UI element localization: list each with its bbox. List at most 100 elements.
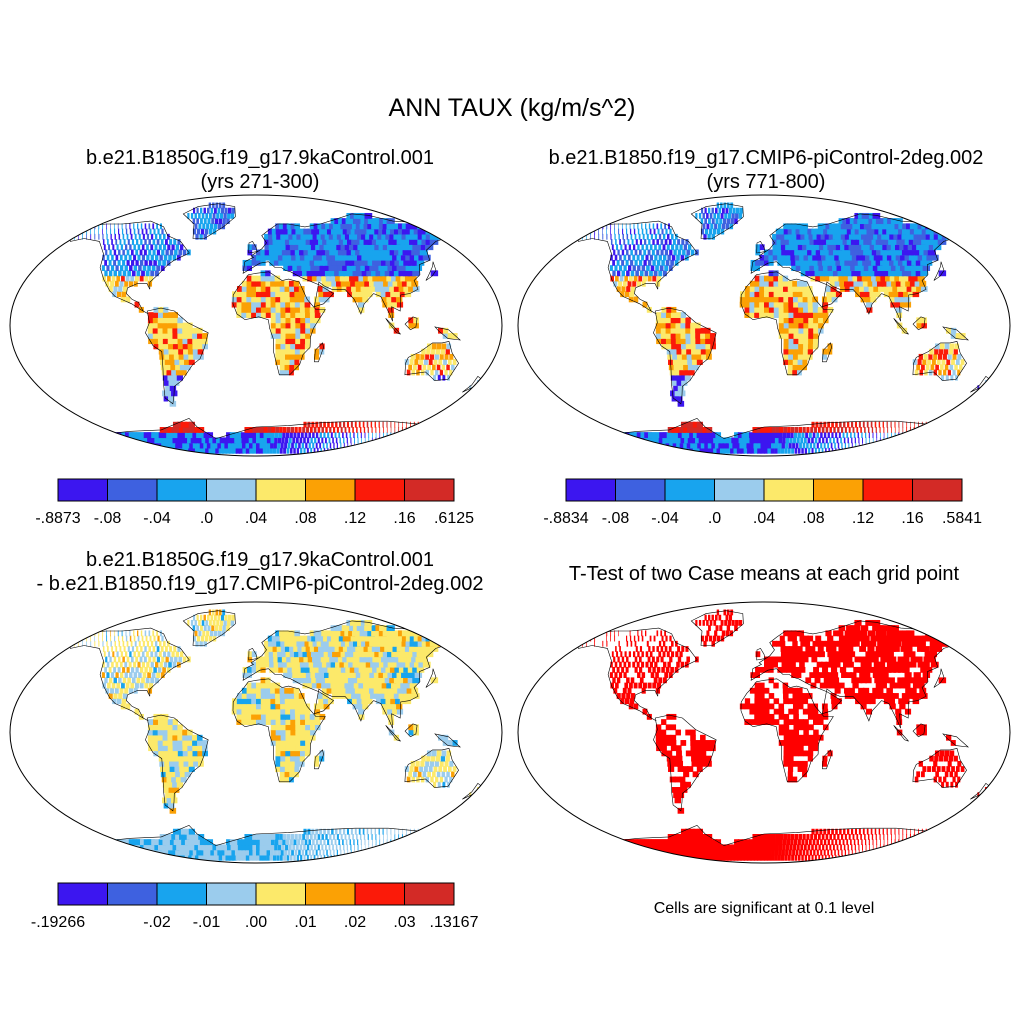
grid-cell	[218, 854, 224, 861]
grid-cell	[675, 427, 683, 433]
grid-cell	[865, 432, 867, 439]
grid-cell	[314, 755, 320, 762]
grid-cell	[752, 432, 758, 439]
grid-cell	[293, 239, 299, 245]
grid-cell	[680, 343, 687, 350]
grid-cell	[383, 432, 384, 439]
grid-cell	[821, 254, 828, 261]
grid-cell	[305, 338, 311, 345]
grid-cell	[702, 427, 709, 433]
grid-cell	[823, 244, 830, 251]
grid-cell	[852, 233, 860, 240]
grid-cell	[360, 447, 362, 454]
grid-cell	[330, 839, 333, 846]
grid-cell	[285, 745, 291, 752]
colorbar-tick-label: -.08	[94, 510, 122, 526]
grid-cell	[295, 740, 301, 746]
grid-cell	[372, 249, 380, 256]
grid-cell	[133, 630, 135, 637]
grid-cell	[323, 698, 330, 705]
grid-cell	[241, 312, 247, 318]
grid-cell	[860, 218, 869, 225]
figure-title: ANN TAUX (kg/m/s^2)	[388, 94, 636, 122]
grid-cell	[367, 834, 369, 840]
grid-cell	[796, 280, 803, 287]
grid-cell	[366, 677, 373, 684]
grid-cell	[241, 306, 247, 313]
grid-cell	[867, 427, 870, 433]
grid-cell	[414, 844, 417, 851]
grid-cell	[418, 661, 427, 668]
grid-cell	[418, 254, 427, 261]
grid-cell	[875, 259, 883, 266]
grid-cell	[251, 703, 257, 710]
grid-cell	[241, 698, 247, 705]
grid-cell	[122, 270, 127, 277]
grid-cell	[380, 698, 387, 705]
grid-cell	[295, 750, 301, 757]
grid-cell	[914, 249, 923, 256]
grid-cell	[275, 630, 281, 637]
grid-cell	[101, 849, 111, 856]
grid-cell	[902, 259, 910, 266]
grid-cell	[163, 343, 170, 350]
grid-cell	[246, 682, 252, 689]
grid-cell	[300, 740, 306, 746]
grid-cell	[750, 265, 756, 271]
grid-cell	[446, 771, 450, 778]
grid-cell	[154, 270, 159, 277]
grid-cell	[803, 317, 809, 324]
grid-cell	[840, 244, 847, 251]
grid-cell	[260, 296, 267, 303]
coastline	[912, 316, 926, 331]
grid-cell	[374, 651, 382, 658]
grid-cell	[192, 348, 199, 355]
grid-cell	[658, 270, 663, 277]
grid-cell	[797, 364, 803, 371]
grid-cell	[442, 734, 449, 741]
grid-cell	[175, 834, 182, 840]
grid-cell	[314, 348, 320, 355]
grid-cell	[110, 844, 120, 851]
grid-cell	[795, 442, 799, 449]
grid-cell	[322, 666, 330, 673]
grid-cell	[671, 254, 676, 261]
grid-cell	[188, 432, 195, 439]
grid-cell	[400, 254, 409, 261]
grid-cell	[391, 703, 398, 710]
grid-cell	[133, 661, 137, 668]
grid-cell	[275, 719, 282, 725]
grid-cell	[187, 348, 194, 355]
grid-cell	[332, 223, 340, 230]
grid-cell	[399, 244, 408, 251]
grid-cell	[268, 233, 274, 240]
grid-cell	[854, 286, 861, 292]
panel1-title-line2: (yrs 271-300)	[200, 171, 320, 193]
grid-cell	[714, 442, 721, 449]
grid-cell	[282, 259, 289, 266]
grid-cell	[819, 421, 823, 428]
grid-cell	[778, 327, 785, 334]
grid-cell	[358, 828, 361, 835]
grid-cell	[400, 275, 408, 282]
grid-cell	[361, 677, 369, 684]
grid-cell	[329, 442, 332, 449]
grid-cell	[910, 421, 911, 428]
grid-cell	[285, 713, 291, 720]
grid-cell	[150, 447, 159, 454]
grid-cell	[282, 432, 286, 439]
grid-cell	[952, 353, 957, 360]
grid-cell	[356, 427, 358, 433]
grid-cell	[157, 734, 164, 741]
grid-cell	[129, 635, 132, 642]
grid-cell	[162, 666, 166, 673]
grid-cell	[393, 286, 401, 292]
grid-cell	[313, 834, 317, 840]
grid-cell	[270, 312, 277, 318]
grid-cell	[859, 239, 867, 245]
grid-cell	[319, 244, 326, 251]
grid-cell	[342, 421, 346, 428]
grid-cell	[660, 322, 667, 329]
grid-cell	[918, 421, 919, 428]
grid-cell	[141, 651, 145, 658]
